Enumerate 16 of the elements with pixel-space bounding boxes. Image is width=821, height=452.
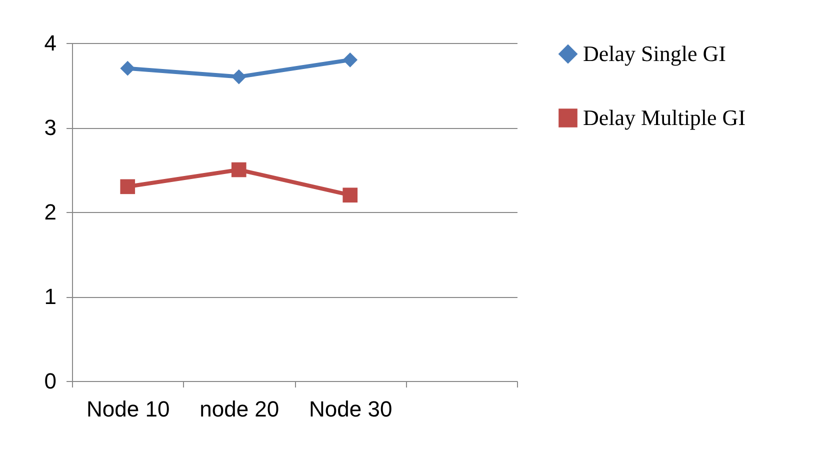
- y-tick-label: 2: [44, 200, 56, 224]
- x-tick-label: node 20: [200, 396, 280, 422]
- y-tick-label: 4: [44, 30, 56, 56]
- y-tick-label: 3: [44, 115, 56, 140]
- point: [342, 188, 358, 203]
- y-tick-label: 0: [44, 368, 56, 394]
- point: [231, 69, 246, 84]
- point: [120, 60, 136, 76]
- y-tick-label: 1: [44, 284, 56, 309]
- point: [342, 52, 358, 68]
- x-tick-label: Node 30: [309, 396, 392, 422]
- x-tick-label: Node 10: [86, 396, 170, 422]
- point: [231, 162, 246, 178]
- point: [120, 179, 136, 194]
- legend-label: Delay Multiple GI: [583, 105, 746, 130]
- legend-label: Delay Single GI: [583, 41, 726, 66]
